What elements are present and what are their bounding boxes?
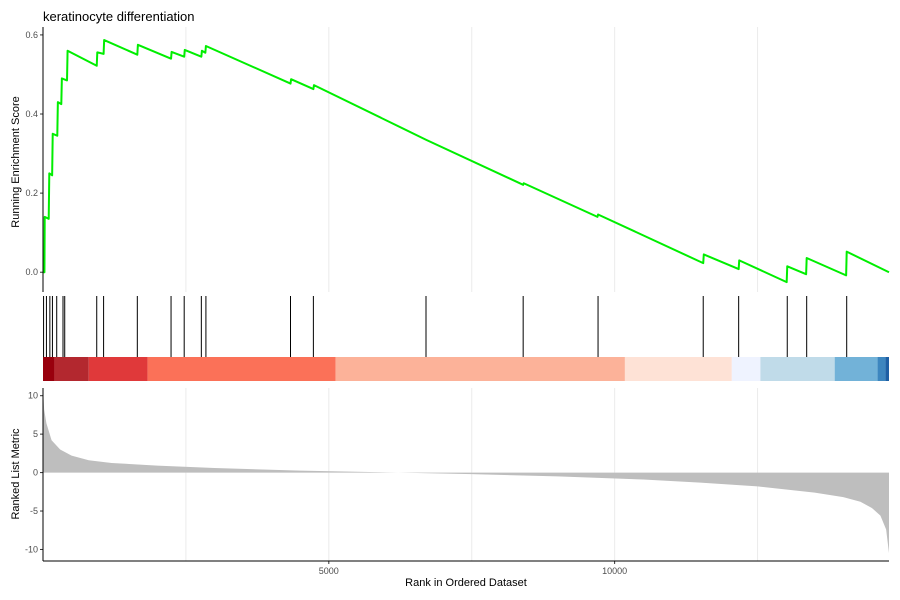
ranked-metric-y-tick-label: 0 (33, 468, 38, 478)
enrichment-y-tick-label: 0.4 (25, 109, 38, 119)
rank-colorbar (43, 357, 889, 381)
x-axis-title: Rank in Ordered Dataset (405, 577, 527, 589)
colorbar-segment (834, 357, 878, 381)
colorbar-segment (335, 357, 625, 381)
colorbar-segment (885, 357, 889, 381)
ranked-metric-y-tick-label: 10 (28, 391, 38, 401)
enrichment-y-axis: 0.0 0.2 0.4 0.6 (25, 30, 43, 277)
rank-x-axis: 5000 10000 (319, 561, 627, 576)
ranked-metric-y-tick-label: -5 (30, 506, 38, 516)
colorbar-segment (760, 357, 835, 381)
enrichment-y-tick-label: 0.0 (25, 267, 38, 277)
ranked-metric-y-tick-label: 5 (33, 429, 38, 439)
colorbar-segment (54, 357, 89, 381)
enrichment-y-axis-title: Running Enrichment Score (10, 96, 22, 227)
ranked-metric-y-axis: -10 -5 0 5 10 (25, 391, 43, 554)
colorbar-segment (731, 357, 761, 381)
chart-title: keratinocyte differentiation (43, 9, 195, 24)
enrichment-y-tick-label: 0.6 (25, 30, 38, 40)
running-enrichment-score-line (43, 39, 890, 284)
ranked-metric-y-tick-label: -10 (25, 544, 38, 554)
colorbar-segment (147, 357, 336, 381)
x-tick-label: 5000 (319, 566, 339, 576)
x-tick-label: 10000 (602, 566, 627, 576)
enrichment-grid (185, 27, 759, 292)
enrichment-panel: 0.0 0.2 0.4 0.6 Running Enrichment Score (10, 27, 890, 292)
colorbar-segment (88, 357, 148, 381)
ranked-metric-y-axis-title: Ranked List Metric (10, 428, 22, 520)
colorbar-segment (624, 357, 732, 381)
ranked-metric-area (43, 388, 889, 554)
colorbar-segment (43, 357, 55, 381)
enrichment-y-tick-label: 0.2 (25, 188, 38, 198)
colorbar-segment (877, 357, 886, 381)
ranked-metric-panel: -10 -5 0 5 10 5000 10000 Ranked List Metric R… (10, 388, 889, 589)
